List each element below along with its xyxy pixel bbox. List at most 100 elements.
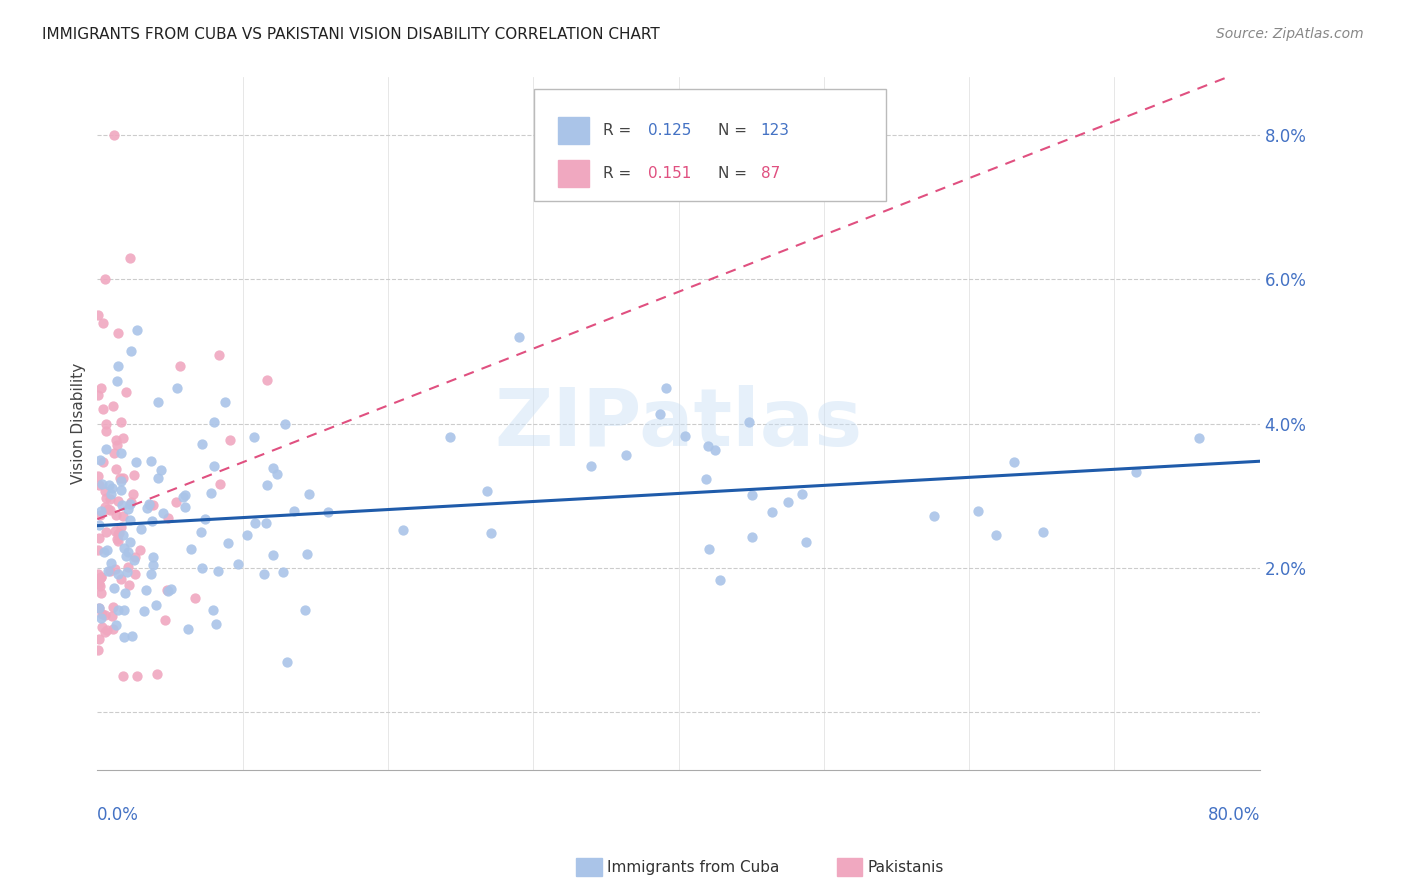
Point bbox=[110, 445, 132, 459]
Point bbox=[214, 395, 236, 409]
Point bbox=[87, 518, 110, 533]
Point bbox=[697, 542, 720, 557]
Point bbox=[87, 388, 110, 402]
Point bbox=[209, 477, 232, 491]
Point bbox=[112, 630, 135, 644]
Point bbox=[172, 490, 194, 504]
Point bbox=[180, 542, 202, 557]
Point bbox=[89, 380, 111, 394]
Point bbox=[115, 384, 138, 399]
Point bbox=[142, 550, 165, 565]
Point bbox=[112, 541, 135, 555]
Point bbox=[117, 502, 139, 516]
Point bbox=[146, 394, 169, 409]
Point bbox=[104, 524, 127, 538]
Point bbox=[117, 545, 139, 559]
Point bbox=[169, 359, 191, 373]
Point bbox=[118, 251, 141, 265]
Point bbox=[96, 542, 118, 557]
Point bbox=[761, 505, 783, 519]
Point bbox=[96, 417, 118, 431]
Point bbox=[91, 620, 114, 634]
Point bbox=[118, 497, 141, 511]
Point bbox=[738, 415, 761, 429]
Text: 0.0%: 0.0% bbox=[97, 805, 139, 824]
Text: N =: N = bbox=[718, 166, 752, 181]
Point bbox=[475, 483, 498, 498]
Point bbox=[104, 462, 127, 476]
Point bbox=[173, 500, 195, 514]
Point bbox=[142, 498, 165, 512]
Point bbox=[98, 564, 121, 578]
Text: Source: ZipAtlas.com: Source: ZipAtlas.com bbox=[1216, 27, 1364, 41]
Point bbox=[194, 511, 217, 525]
Point bbox=[91, 402, 114, 417]
Point bbox=[121, 487, 143, 501]
Point bbox=[107, 527, 129, 541]
Point bbox=[202, 415, 225, 429]
Point bbox=[89, 579, 111, 593]
Point bbox=[139, 499, 162, 513]
Point bbox=[103, 582, 125, 596]
Point bbox=[673, 429, 696, 443]
Point bbox=[90, 610, 112, 624]
Point bbox=[1125, 466, 1147, 480]
Point bbox=[120, 495, 142, 509]
Point bbox=[191, 561, 214, 575]
Point bbox=[111, 528, 134, 542]
Point bbox=[254, 516, 277, 531]
Point bbox=[103, 128, 125, 142]
Point bbox=[107, 494, 129, 508]
Point bbox=[98, 491, 121, 506]
Point bbox=[100, 557, 122, 571]
Point bbox=[89, 508, 111, 522]
Point bbox=[90, 570, 112, 584]
Point bbox=[89, 574, 111, 588]
Point bbox=[121, 630, 143, 644]
Point bbox=[648, 407, 671, 421]
Point bbox=[439, 430, 461, 444]
Point bbox=[87, 478, 110, 492]
Point bbox=[111, 508, 134, 523]
Point bbox=[581, 458, 603, 473]
Point bbox=[111, 669, 134, 683]
Point bbox=[94, 500, 117, 514]
Point bbox=[157, 584, 180, 599]
Point bbox=[141, 454, 163, 468]
Text: 0.151: 0.151 bbox=[648, 166, 692, 181]
Point bbox=[97, 501, 120, 516]
Point bbox=[152, 506, 174, 520]
Text: 80.0%: 80.0% bbox=[1208, 805, 1260, 824]
Text: 87: 87 bbox=[761, 166, 780, 181]
Point bbox=[274, 417, 297, 431]
Point bbox=[101, 399, 124, 413]
Point bbox=[118, 513, 141, 527]
Point bbox=[228, 557, 250, 571]
Point bbox=[173, 488, 195, 502]
Point bbox=[709, 573, 731, 587]
Point bbox=[110, 415, 132, 429]
Point bbox=[614, 448, 637, 462]
Point bbox=[298, 487, 321, 501]
Point bbox=[91, 455, 114, 469]
Point bbox=[150, 462, 173, 476]
Point bbox=[105, 508, 128, 523]
Point bbox=[256, 477, 278, 491]
Point bbox=[176, 623, 198, 637]
Point bbox=[146, 666, 169, 681]
Point bbox=[135, 500, 157, 515]
Point bbox=[107, 526, 129, 541]
Point bbox=[191, 437, 214, 451]
Point bbox=[142, 558, 165, 573]
Point bbox=[94, 491, 117, 505]
Point bbox=[96, 623, 118, 637]
Point bbox=[695, 472, 717, 486]
Text: 123: 123 bbox=[761, 123, 790, 137]
Point bbox=[107, 534, 129, 549]
Point bbox=[112, 603, 135, 617]
Point bbox=[294, 603, 316, 617]
Point bbox=[243, 429, 266, 443]
Point bbox=[117, 559, 139, 574]
Point bbox=[219, 433, 242, 447]
Point bbox=[107, 326, 129, 341]
